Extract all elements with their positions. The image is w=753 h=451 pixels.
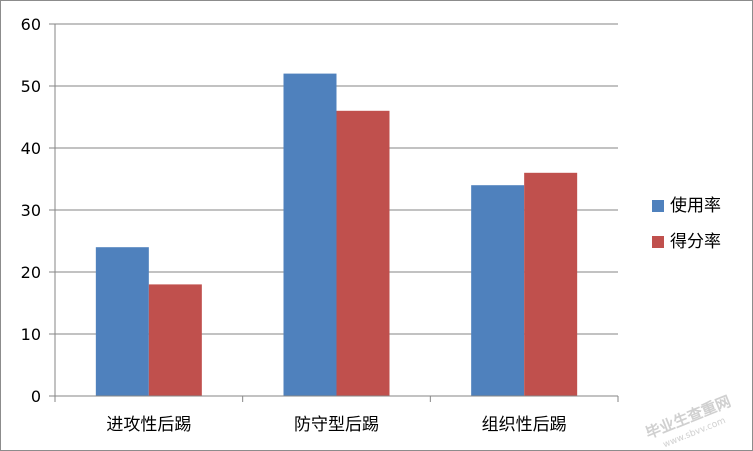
axes: 0 10 20 30 40 50 60 进攻性后踢 防守型后踢 组织性后踢: [21, 15, 619, 435]
watermark: 毕业生查重网 www.sbvv.com: [643, 392, 733, 450]
legend-swatch-score: [652, 236, 664, 248]
bars: [95, 73, 578, 397]
legend-label-score: 得分率: [670, 232, 721, 252]
y-tick-label: 60: [21, 15, 41, 34]
bar-score-3: [524, 172, 578, 396]
x-category-label: 防守型后踢: [294, 415, 379, 435]
bar-score-1: [148, 284, 202, 396]
y-tick-label: 30: [21, 201, 41, 220]
legend-label-usage: 使用率: [670, 195, 721, 216]
x-category-label: 进攻性后踢: [106, 415, 191, 435]
y-tick-label: 10: [21, 325, 41, 344]
x-category-label: 组织性后踢: [482, 415, 567, 435]
y-tick-label: 0: [31, 387, 41, 406]
y-tick-label: 40: [21, 139, 41, 158]
bar-usage-2: [283, 73, 337, 396]
bar-score-2: [336, 110, 390, 397]
legend-swatch-usage: [652, 200, 664, 212]
y-tick-label: 20: [21, 263, 41, 282]
y-tick-label: 50: [21, 77, 41, 96]
bar-usage-1: [95, 247, 149, 396]
bar-usage-3: [471, 185, 525, 396]
